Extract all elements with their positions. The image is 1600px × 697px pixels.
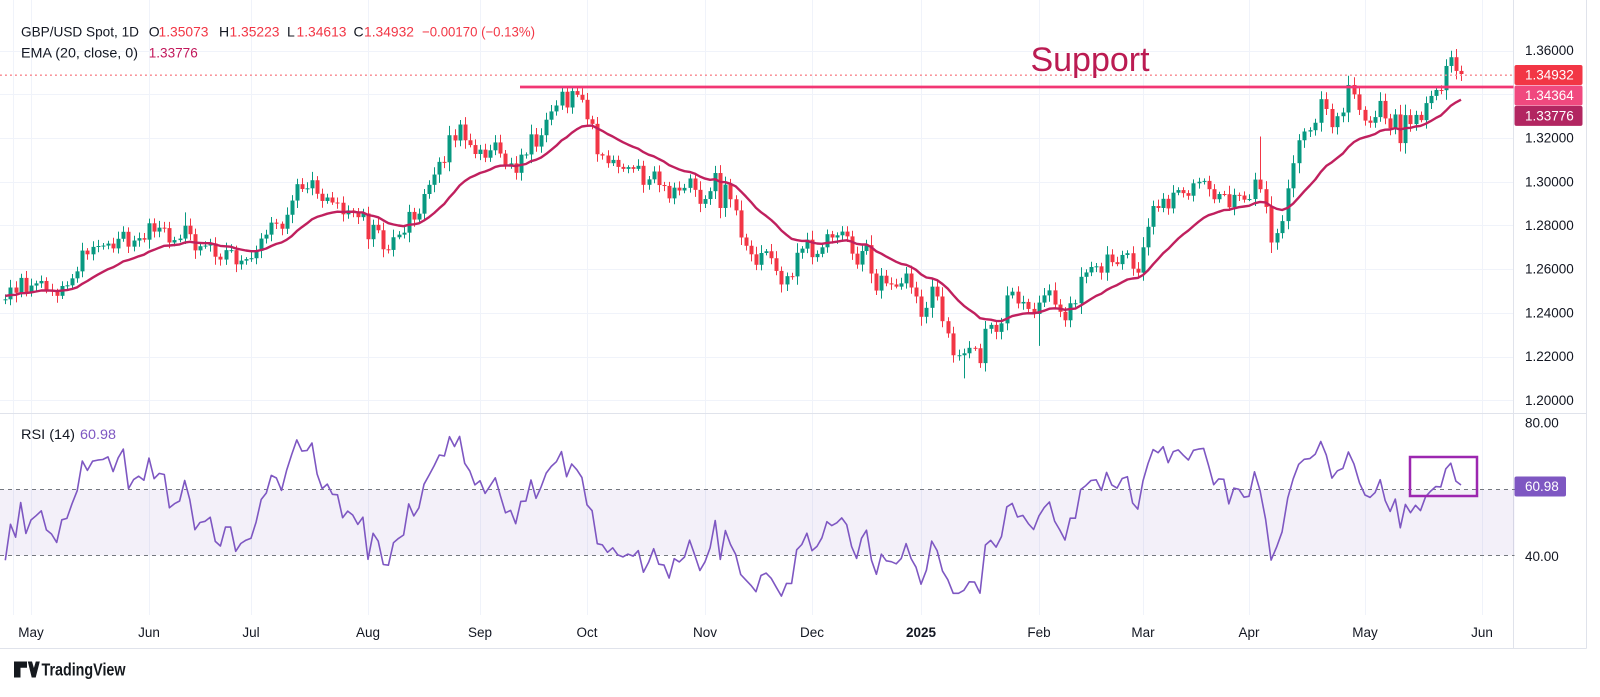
svg-text:C: C: [354, 24, 364, 40]
svg-text:Feb: Feb: [1027, 625, 1050, 640]
svg-text:60.98: 60.98: [1525, 479, 1559, 494]
svg-text:1.34613: 1.34613: [297, 24, 347, 40]
svg-text:Support: Support: [1030, 41, 1150, 79]
svg-text:1.35073: 1.35073: [159, 24, 209, 40]
svg-text:2025: 2025: [906, 625, 937, 640]
svg-text:Apr: Apr: [1238, 625, 1260, 640]
svg-text:1.34364: 1.34364: [1525, 88, 1574, 103]
svg-text:1.20000: 1.20000: [1525, 393, 1574, 408]
svg-text:H: H: [219, 24, 229, 40]
svg-text:GBP/USD Spot, 1D: GBP/USD Spot, 1D: [21, 24, 139, 40]
svg-text:Nov: Nov: [693, 625, 717, 640]
svg-text:EMA (20, close, 0): EMA (20, close, 0): [21, 45, 138, 61]
svg-text:1.32000: 1.32000: [1525, 131, 1574, 146]
svg-text:Aug: Aug: [356, 625, 380, 640]
svg-text:L: L: [287, 24, 295, 40]
svg-text:1.33776: 1.33776: [149, 45, 198, 61]
svg-text:Dec: Dec: [800, 625, 824, 640]
svg-text:RSI (14): RSI (14): [21, 426, 75, 442]
svg-text:Jun: Jun: [1471, 625, 1493, 640]
svg-text:Jun: Jun: [138, 625, 160, 640]
svg-text:TradingView: TradingView: [42, 660, 126, 680]
svg-text:60.98: 60.98: [80, 426, 116, 442]
svg-text:−0.00170 (−0.13%): −0.00170 (−0.13%): [422, 24, 535, 40]
svg-text:1.24000: 1.24000: [1525, 305, 1574, 320]
svg-text:May: May: [18, 625, 44, 640]
svg-text:1.30000: 1.30000: [1525, 174, 1574, 189]
svg-text:Sep: Sep: [468, 625, 492, 640]
svg-text:1.34932: 1.34932: [364, 24, 414, 40]
svg-text:40.00: 40.00: [1525, 549, 1559, 564]
svg-text:1.33776: 1.33776: [1525, 108, 1574, 123]
svg-text:O: O: [149, 24, 160, 40]
svg-text:Oct: Oct: [576, 625, 597, 640]
svg-text:1.36000: 1.36000: [1525, 43, 1574, 58]
svg-text:1.35223: 1.35223: [230, 24, 280, 40]
svg-text:1.34932: 1.34932: [1525, 68, 1574, 83]
svg-text:1.22000: 1.22000: [1525, 349, 1574, 364]
svg-text:1.28000: 1.28000: [1525, 218, 1574, 233]
svg-text:1.26000: 1.26000: [1525, 262, 1574, 277]
svg-text:May: May: [1352, 625, 1378, 640]
svg-text:Jul: Jul: [242, 625, 259, 640]
svg-text:80.00: 80.00: [1525, 415, 1559, 430]
svg-text:Mar: Mar: [1131, 625, 1155, 640]
